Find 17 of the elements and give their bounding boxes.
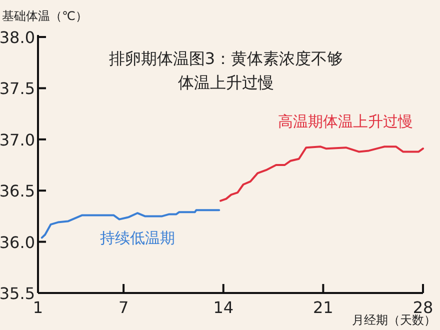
x-tick-label: 1	[32, 298, 44, 317]
text: 体温上升过慢	[178, 73, 274, 92]
x-tick-label: 7	[118, 298, 129, 317]
x-tick-label: 14	[213, 298, 234, 317]
y-tick-label: 36.0	[0, 232, 35, 252]
y-tick-label: 36.5	[0, 182, 35, 201]
line-series	[220, 146, 424, 202]
x-tick-label: 21	[313, 298, 334, 317]
y-tick-label: 35.5	[0, 284, 35, 303]
y-tick-label: 38.0	[0, 28, 35, 47]
series-label: 持续低温期	[100, 229, 175, 248]
x-axis-title: 月经期（天数）	[352, 313, 436, 327]
y-axis-title: 基础体温（℃）	[2, 9, 88, 23]
series-label: 高温期体温上升过慢	[278, 112, 413, 131]
text: 排卵期体温图3：黄体素浓度不够	[108, 49, 344, 68]
y-tick-label: 37.5	[0, 79, 35, 98]
y-tick-label: 37.0	[0, 130, 35, 150]
